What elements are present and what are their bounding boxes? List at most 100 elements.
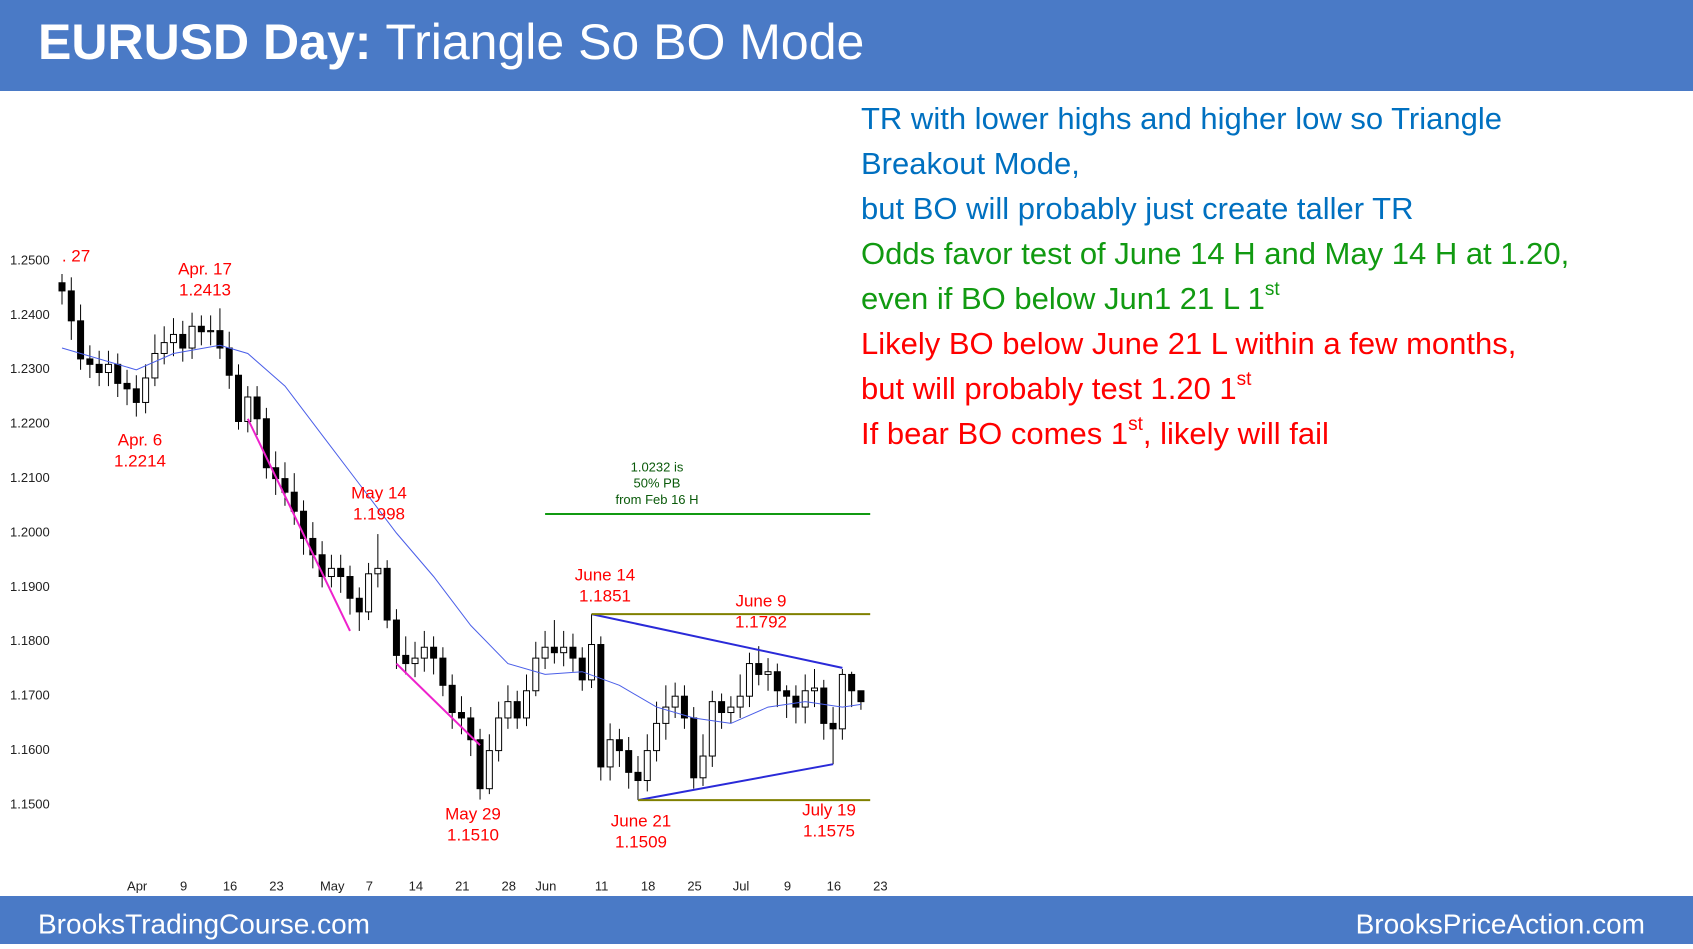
candle-body	[801, 690, 809, 708]
candle-body	[281, 478, 289, 493]
candle-body	[755, 663, 763, 675]
candle-body	[67, 290, 75, 322]
note-line: but will probably test 1.20 1st	[861, 369, 1252, 406]
x-tick-label: 21	[455, 878, 469, 893]
candle-body	[244, 396, 252, 422]
candle-body	[810, 687, 818, 692]
candle-body	[365, 573, 373, 613]
y-tick-label: 1.1600	[10, 742, 50, 757]
candle-body	[346, 576, 354, 599]
footer-left: BrooksTradingCourse.com	[38, 908, 370, 939]
candle-body	[680, 695, 688, 719]
candle-body	[792, 695, 800, 708]
overlay-line	[395, 662, 481, 746]
note-line: TR with lower highs and higher low so Tr…	[861, 101, 1502, 136]
annotation: July 19	[802, 800, 856, 819]
candle-body	[123, 382, 131, 390]
candle-body	[114, 363, 122, 384]
candle-body	[142, 377, 150, 403]
x-tick-label: 11	[595, 878, 609, 893]
x-tick-label: Jul	[733, 878, 750, 893]
annotation: May 14	[351, 483, 407, 502]
candle-body	[513, 701, 521, 719]
annotation: June 14	[575, 565, 636, 584]
y-tick-label: 1.2300	[10, 361, 50, 376]
note-text: TR with lower highs and higher low so Tr…	[861, 101, 1502, 136]
annotation: . 27	[62, 246, 90, 265]
candle-body	[504, 701, 512, 719]
candle-body	[634, 771, 642, 782]
x-tick-label: 16	[827, 878, 841, 893]
candle-body	[58, 282, 66, 292]
candle-body	[736, 695, 744, 708]
candle-body	[708, 701, 716, 757]
note-line: but BO will probably just create taller …	[861, 191, 1414, 226]
annotation: 1.0232 is	[631, 459, 684, 474]
note-text: but will probably test 1.20 1	[861, 371, 1237, 406]
candle-body	[820, 687, 828, 724]
footer-band	[0, 896, 1693, 944]
candle-body	[773, 671, 781, 692]
note-text: but BO will probably just create taller …	[861, 191, 1414, 226]
candle-body	[662, 706, 670, 724]
candle-body	[77, 320, 85, 360]
candle-body	[829, 722, 837, 730]
candle-body	[355, 597, 363, 613]
candle-body	[169, 333, 177, 344]
x-tick-label: 16	[223, 878, 237, 893]
candle-body	[207, 330, 215, 333]
y-tick-label: 1.2200	[10, 416, 50, 431]
annotation: 1.1851	[579, 587, 631, 606]
note-line: even if BO below Jun1 21 L 1st	[861, 279, 1280, 316]
note-tail: , likely will fail	[1143, 416, 1329, 451]
candle-body	[327, 567, 335, 578]
candle-body	[485, 750, 493, 790]
annotation: 50% PB	[634, 476, 681, 491]
annotation: 1.2413	[179, 281, 231, 300]
footer-right: BrooksPriceAction.com	[1356, 908, 1645, 939]
annotation: 1.1575	[803, 822, 855, 841]
annotation: 1.1510	[447, 826, 499, 845]
x-tick-label: May	[320, 878, 345, 893]
candle-body	[857, 690, 865, 703]
candle-body	[597, 644, 605, 768]
candle-body	[383, 567, 391, 621]
y-tick-label: 1.2100	[10, 470, 50, 485]
note-line: Likely BO below June 21 L within a few m…	[861, 326, 1516, 361]
note-sup: st	[1265, 279, 1281, 300]
annotation: 1.2214	[114, 452, 166, 471]
candle-body	[467, 717, 475, 741]
note-sup: st	[1237, 369, 1253, 390]
annotation: June 21	[611, 811, 672, 830]
x-tick-label: 25	[687, 878, 701, 893]
candle-body	[764, 671, 772, 675]
candle-body	[550, 646, 558, 654]
note-text: If bear BO comes 1	[861, 416, 1128, 451]
y-tick-label: 1.1800	[10, 633, 50, 648]
candle-body	[457, 712, 465, 719]
candle-body	[420, 646, 428, 659]
candle-body	[411, 657, 419, 665]
note-line: If bear BO comes 1st, likely will fail	[861, 414, 1329, 451]
note-text: Odds favor test of June 14 H and May 14 …	[861, 236, 1569, 271]
overlay-line	[637, 763, 834, 802]
annotation: 1.1792	[735, 613, 787, 632]
overlay-line	[246, 418, 351, 632]
candle-body	[448, 684, 456, 714]
y-tick-label: 1.1900	[10, 579, 50, 594]
candle-body	[439, 657, 447, 686]
candle-body	[671, 695, 679, 708]
y-tick-label: 1.1700	[10, 688, 50, 703]
candle-body	[104, 363, 112, 374]
note-sup: st	[1128, 414, 1144, 435]
annotation: 1.1998	[353, 505, 405, 524]
candle-body	[643, 750, 651, 782]
x-tick-label: 7	[366, 878, 373, 893]
candle-body	[262, 418, 270, 469]
candle-body	[151, 352, 159, 379]
header-band	[0, 0, 1693, 91]
x-tick-label: Apr	[127, 878, 148, 893]
overlay-line	[61, 344, 861, 724]
candle-body	[578, 657, 586, 681]
candle-body	[541, 646, 549, 659]
